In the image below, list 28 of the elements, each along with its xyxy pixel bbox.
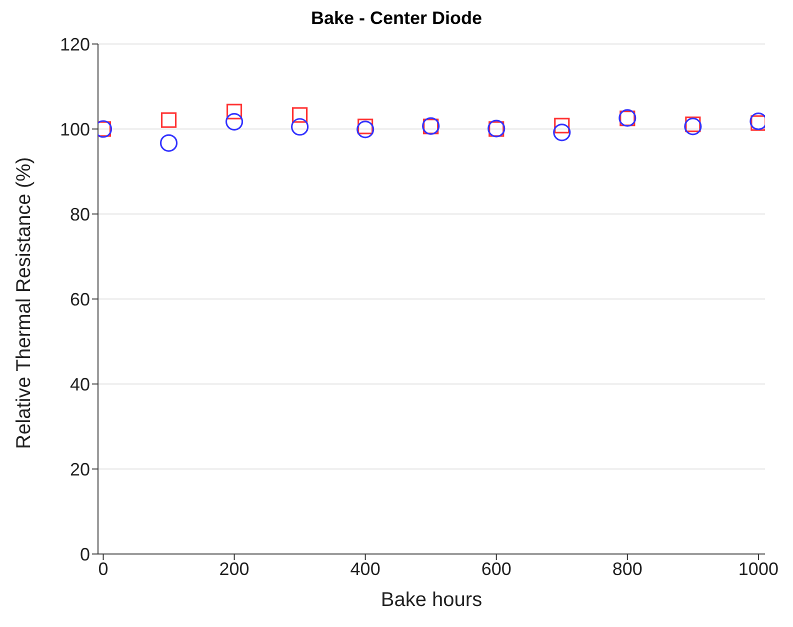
- point: [226, 104, 242, 120]
- point: [225, 112, 244, 131]
- y-axis-title: Relative Thermal Resistance (%): [13, 157, 36, 449]
- y-tick-label: 100: [60, 119, 90, 140]
- point: [356, 120, 374, 138]
- y-tick-label: 60: [70, 289, 90, 310]
- x-tick-label: 800: [612, 558, 642, 579]
- y-tick-label: 40: [70, 374, 90, 394]
- y-tick-label: 80: [70, 204, 90, 224]
- point: [554, 118, 570, 134]
- y-tick-label: 120: [60, 34, 90, 54]
- point: [160, 112, 177, 128]
- x-tick-label: 400: [350, 558, 380, 579]
- chart-title: Bake - Center Diode: [310, 8, 484, 30]
- y-tick-label: 0: [80, 544, 90, 564]
- x-tick-label: 200: [219, 558, 250, 579]
- point: [685, 116, 701, 132]
- x-tick-label: 0: [98, 558, 108, 579]
- point: [684, 118, 702, 136]
- x-tick-label: 600: [481, 558, 512, 579]
- x-axis-title: Bake hours: [380, 589, 482, 611]
- point: [160, 134, 178, 152]
- y-tick-label: 20: [70, 459, 90, 480]
- point: [292, 107, 308, 123]
- x-tick-label: 1000: [738, 558, 778, 579]
- point: [358, 118, 374, 134]
- point: [291, 118, 309, 136]
- point: [553, 124, 571, 142]
